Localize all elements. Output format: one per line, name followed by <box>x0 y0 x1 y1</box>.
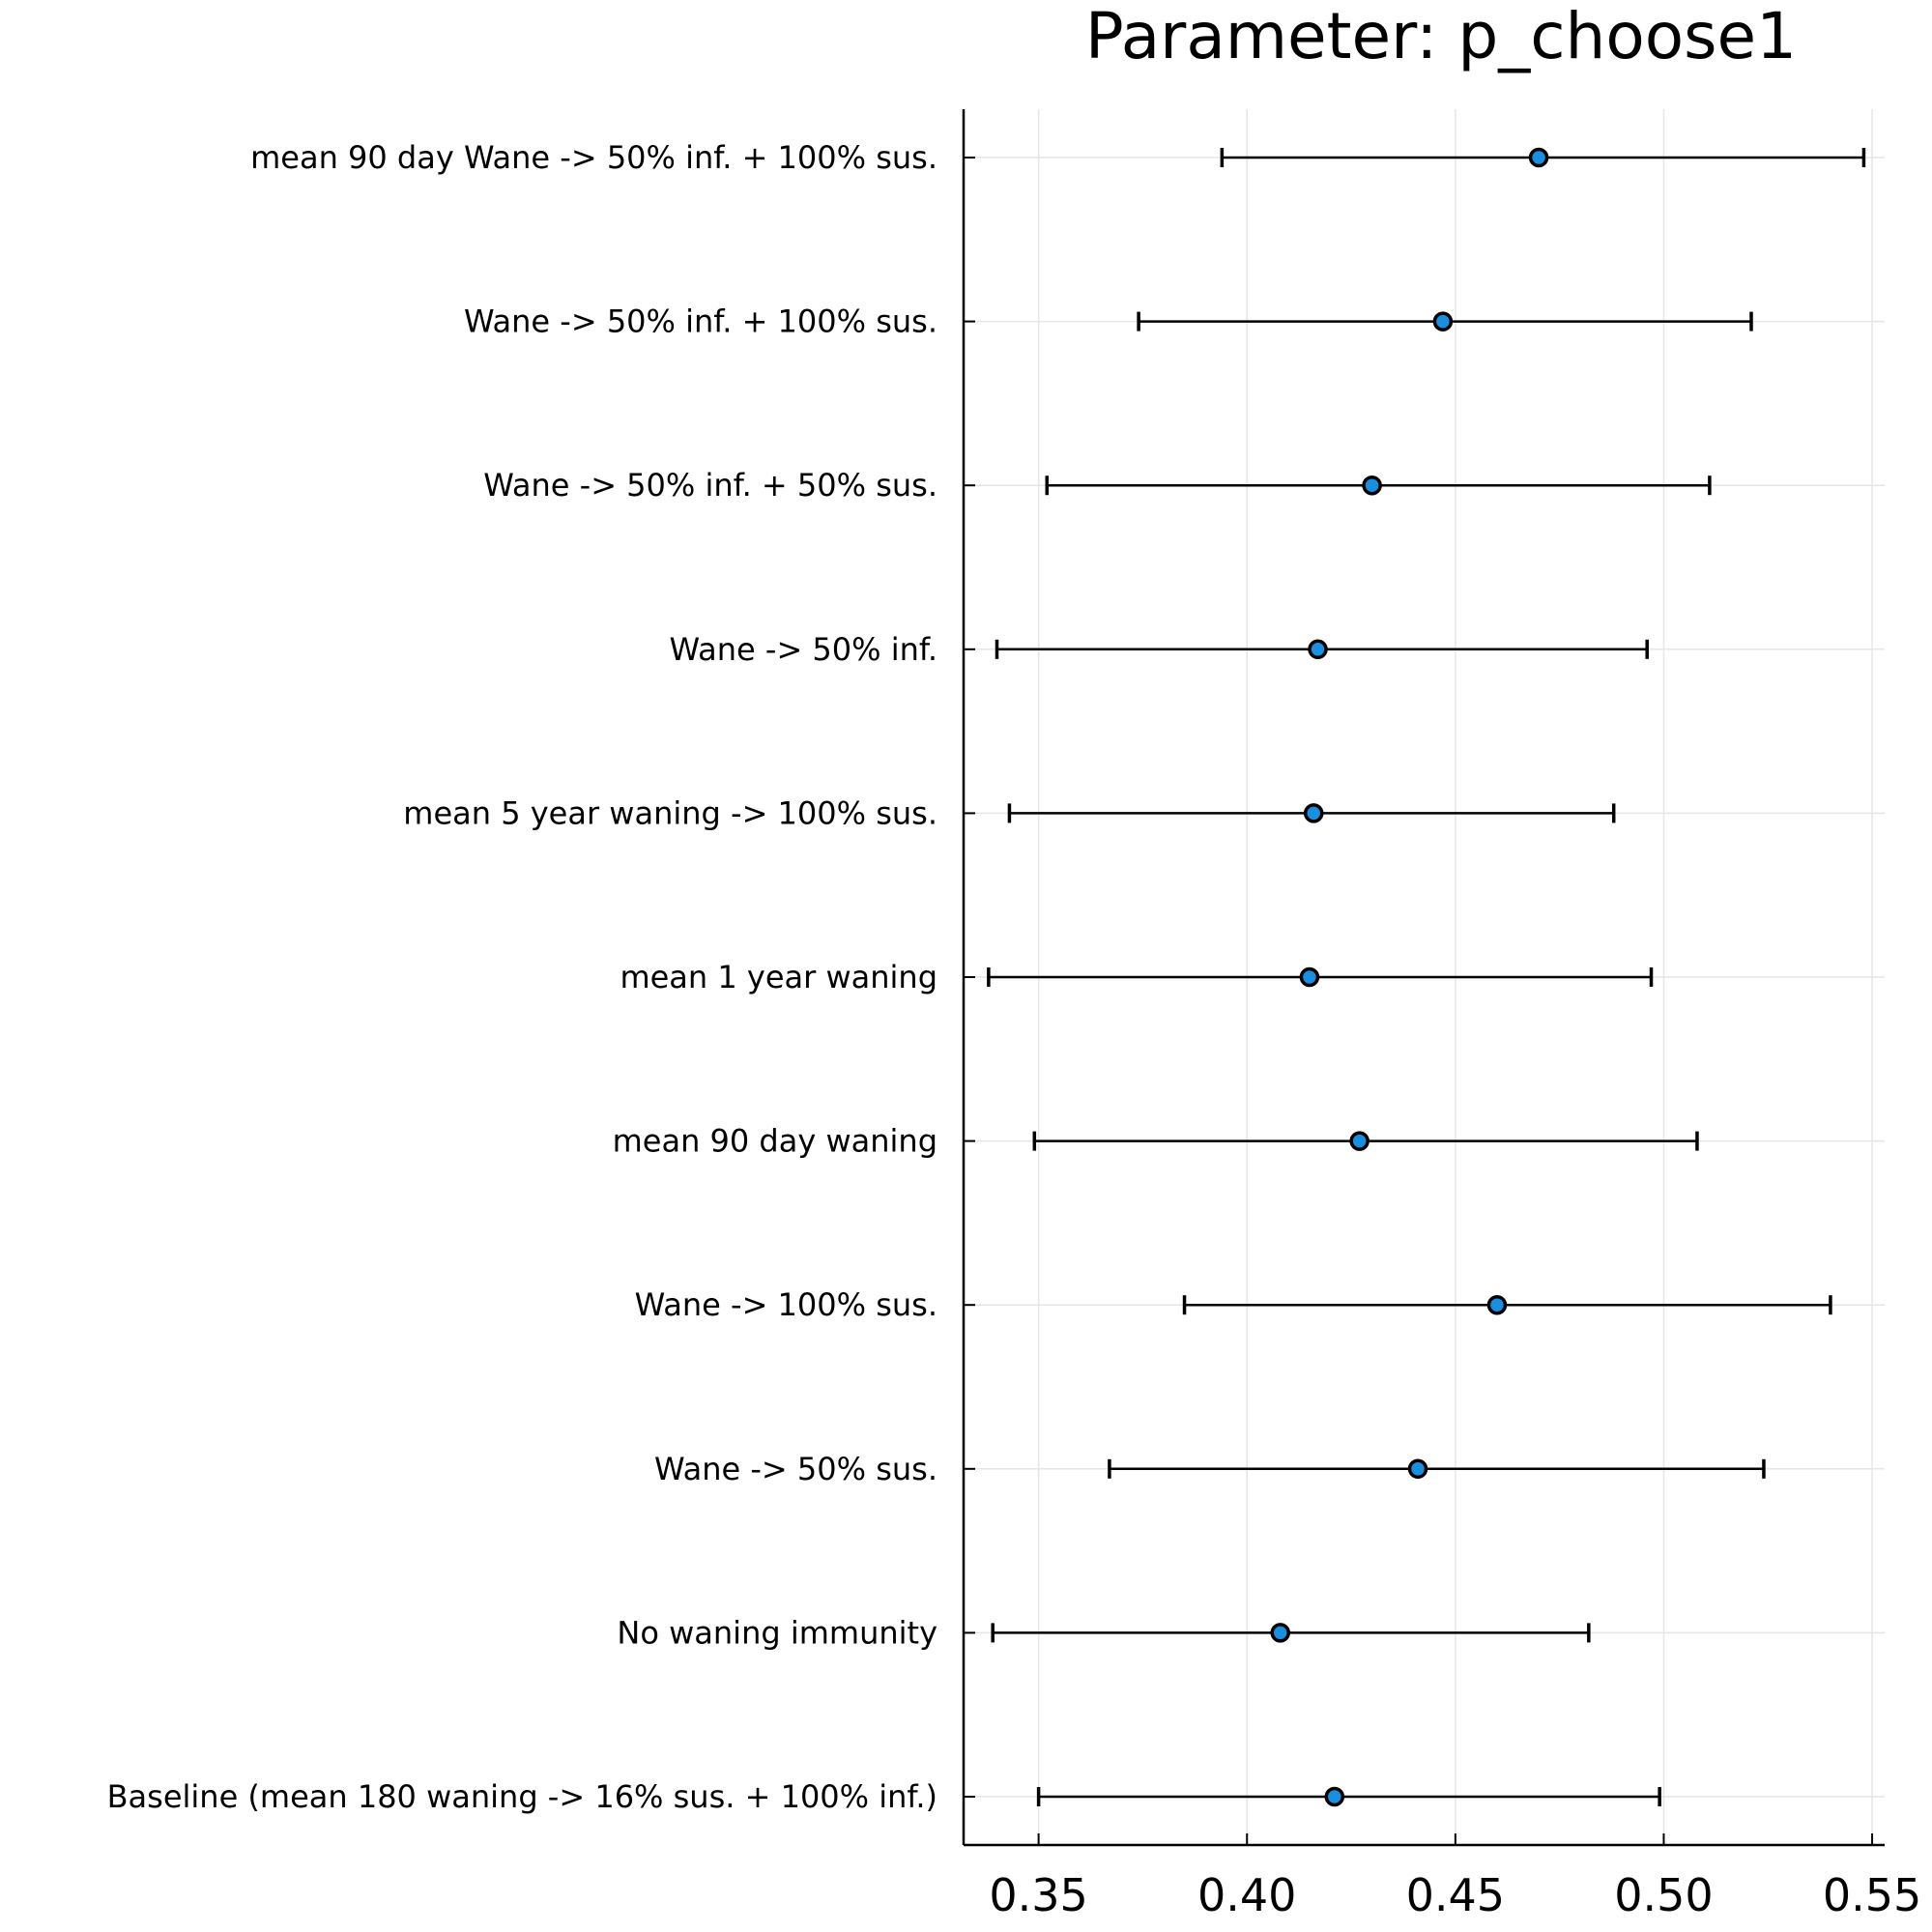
x-tick-layer: 0.35 0.40 0.45 0.50 0.55 <box>989 1833 1921 1921</box>
estimate-point <box>1528 147 1549 168</box>
category-label: mean 90 day Wane -> 50% inf. + 100% sus. <box>250 139 937 176</box>
category-label: mean 5 year waning -> 100% sus. <box>403 794 937 831</box>
estimate-point <box>1303 803 1324 823</box>
x-tick-label: 0.55 <box>1823 1869 1921 1921</box>
estimate-point <box>1270 1623 1290 1643</box>
estimate-point <box>1362 475 1382 496</box>
category-label: Wane -> 50% inf. + 100% sus. <box>464 303 937 340</box>
category-label: mean 90 day waning <box>613 1123 937 1160</box>
x-tick-label: 0.50 <box>1614 1869 1713 1921</box>
estimate-point <box>1324 1786 1345 1807</box>
y-tick-layer: mean 90 day Wane -> 50% inf. + 100% sus.… <box>107 139 975 1815</box>
category-label: Baseline (mean 180 waning -> 16% sus. + … <box>107 1778 937 1815</box>
category-label: Wane -> 50% sus. <box>654 1451 937 1487</box>
estimate-point <box>1486 1294 1508 1315</box>
estimate-point <box>1299 966 1320 988</box>
category-label: Wane -> 100% sus. <box>635 1286 937 1323</box>
estimate-point <box>1349 1131 1370 1151</box>
category-label: No waning immunity <box>617 1614 937 1651</box>
x-tick-label: 0.45 <box>1406 1869 1505 1921</box>
category-label: Wane -> 50% inf. <box>670 631 937 668</box>
x-tick-label: 0.40 <box>1197 1869 1296 1921</box>
category-label: Wane -> 50% inf. + 50% sus. <box>483 467 937 504</box>
category-label: mean 1 year waning <box>620 959 937 995</box>
marks-layer <box>987 147 1866 1807</box>
chart-title: Parameter: p_choose1 <box>1085 0 1797 73</box>
estimate-point <box>1308 639 1328 660</box>
estimate-point <box>1407 1458 1428 1480</box>
x-tick-label: 0.35 <box>989 1869 1087 1921</box>
estimate-point <box>1432 311 1454 332</box>
